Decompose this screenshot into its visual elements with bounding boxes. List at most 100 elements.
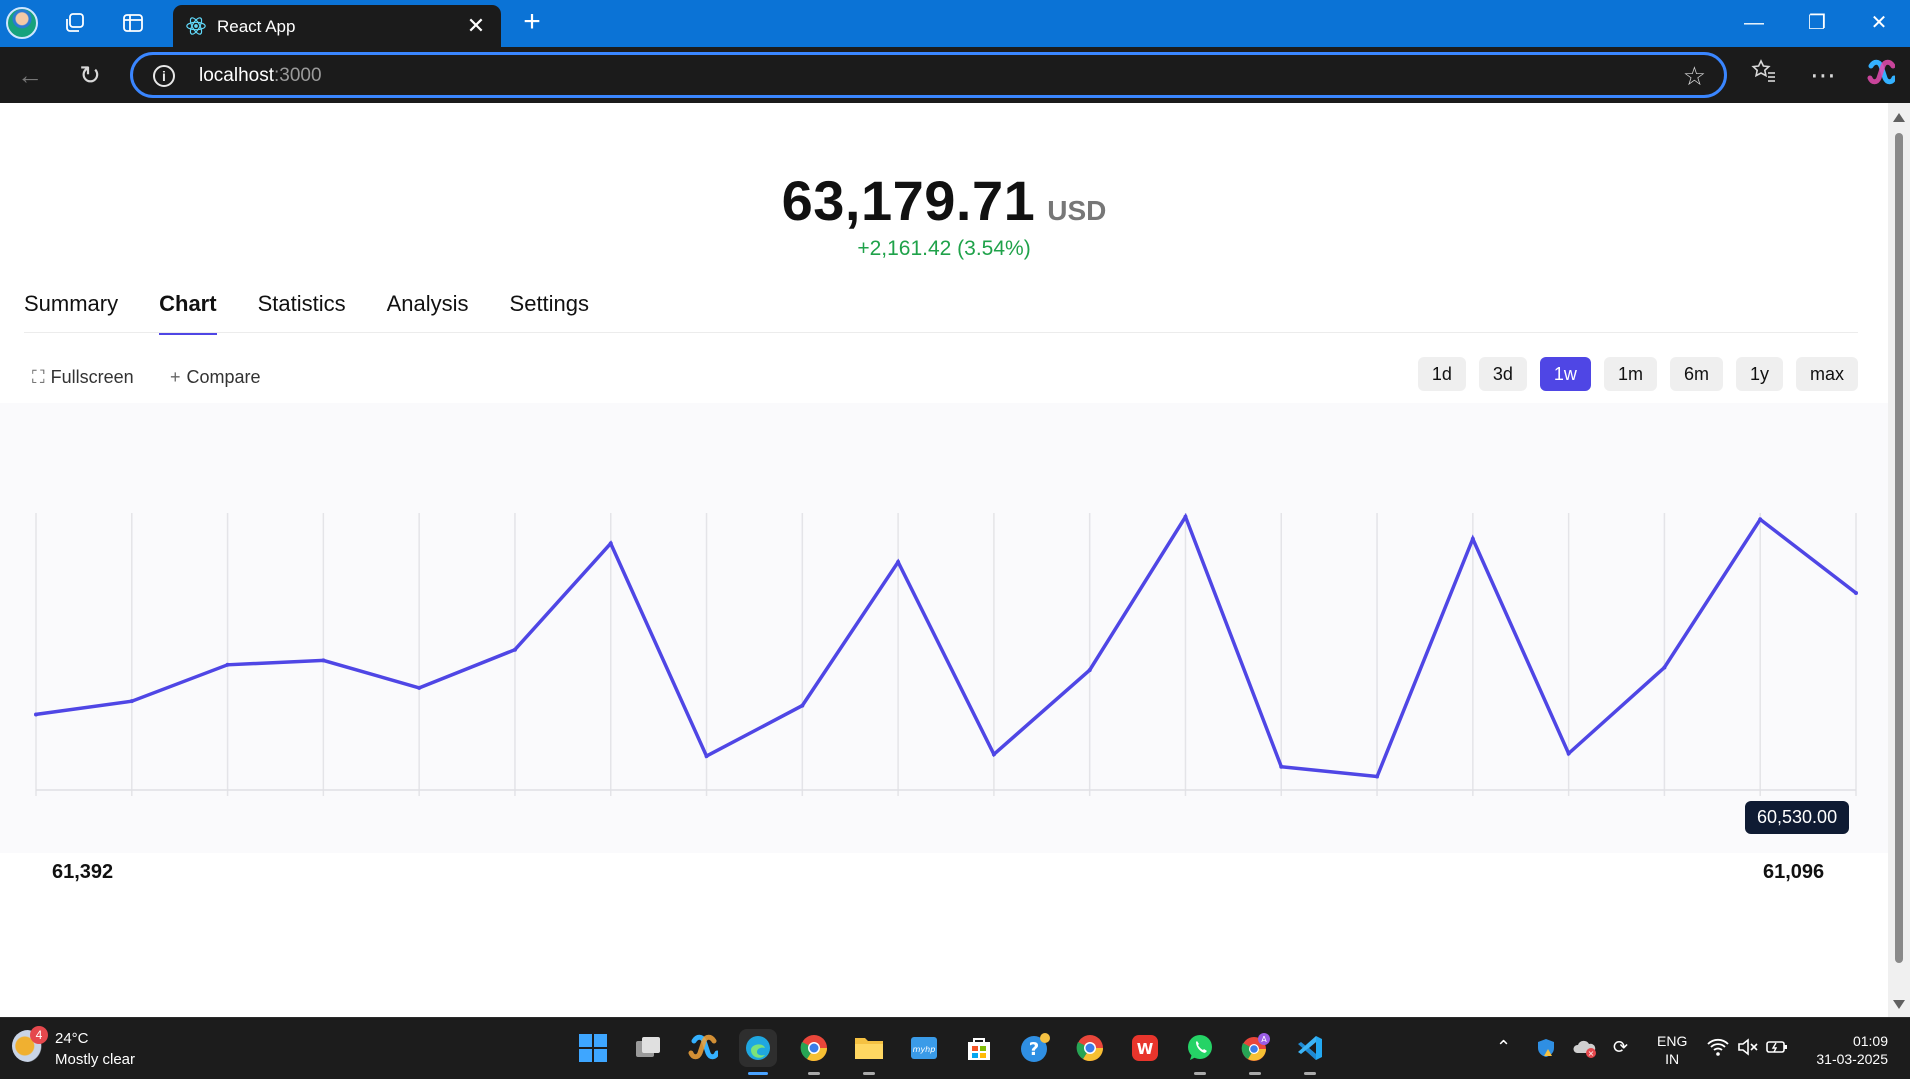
- data-point: [1566, 751, 1571, 756]
- svg-text:A: A: [1261, 1035, 1267, 1044]
- browser-tab-active[interactable]: React App ✕: [173, 5, 501, 47]
- refresh-icon[interactable]: ↻: [79, 60, 101, 90]
- profile-avatar[interactable]: [6, 7, 38, 39]
- workspaces-icon[interactable]: [60, 8, 90, 38]
- copilot-app-icon[interactable]: [684, 1029, 722, 1067]
- minimize-icon[interactable]: —: [1744, 12, 1764, 34]
- battery-icon[interactable]: [1765, 1037, 1789, 1062]
- page-scrollbar[interactable]: [1888, 103, 1910, 1017]
- data-point: [1183, 514, 1188, 519]
- taskbar: 4 24°C Mostly clear myhp ? W A: [0, 1017, 1910, 1079]
- price-value: 63,179.71: [781, 169, 1036, 232]
- vertical-tabs-icon[interactable]: [118, 8, 148, 38]
- data-point: [704, 754, 709, 759]
- range-max[interactable]: max: [1795, 357, 1858, 391]
- edge-icon[interactable]: [739, 1029, 777, 1075]
- scroll-thumb[interactable]: [1895, 133, 1903, 963]
- favorite-star-icon[interactable]: ☆: [1682, 61, 1706, 91]
- volume-muted-icon[interactable]: [1737, 1037, 1759, 1062]
- price-change: +2,161.42 (3.54%): [857, 237, 1031, 260]
- sync-icon[interactable]: ⟳: [1613, 1037, 1629, 1057]
- security-icon[interactable]: [1535, 1037, 1557, 1064]
- tab-chart[interactable]: Chart: [159, 289, 217, 335]
- address-bar[interactable]: i localhost:3000 ☆: [130, 52, 1727, 98]
- currency-label: USD: [1047, 195, 1107, 226]
- data-point: [608, 541, 613, 546]
- weather-temperature[interactable]: 24°C: [55, 1030, 89, 1047]
- new-tab-button[interactable]: +: [523, 5, 541, 38]
- svg-text:×: ×: [1588, 1049, 1595, 1058]
- weather-badge: 4: [30, 1026, 48, 1044]
- more-options-icon[interactable]: ⋯: [1810, 60, 1836, 90]
- compare-label: Compare: [186, 367, 261, 387]
- url-text[interactable]: localhost:3000: [199, 65, 322, 86]
- system-clock[interactable]: 01:09 31-03-2025: [1816, 1033, 1888, 1067]
- copilot-icon[interactable]: [1862, 58, 1898, 92]
- help-icon[interactable]: ?: [1016, 1029, 1054, 1067]
- scroll-down-icon[interactable]: [1893, 1000, 1905, 1009]
- site-info-icon[interactable]: i: [153, 65, 175, 87]
- range-1m[interactable]: 1m: [1603, 357, 1657, 391]
- whatsapp-icon[interactable]: [1181, 1029, 1219, 1075]
- range-6m[interactable]: 6m: [1669, 357, 1723, 391]
- data-point: [129, 699, 134, 704]
- language-indicator[interactable]: ENG IN: [1657, 1033, 1688, 1067]
- favorites-icon[interactable]: [1746, 58, 1782, 92]
- tab-settings[interactable]: Settings: [509, 291, 590, 316]
- fullscreen-icon: ⛶: [32, 367, 45, 387]
- restore-icon[interactable]: ❐: [1808, 12, 1826, 34]
- start-icon[interactable]: [574, 1029, 612, 1067]
- tab-statistics[interactable]: Statistics: [257, 291, 346, 316]
- data-point: [321, 658, 326, 663]
- main-tabs: Summary Chart Statistics Analysis Settin…: [24, 289, 630, 337]
- data-point: [1470, 536, 1475, 541]
- task-view-icon[interactable]: [629, 1029, 667, 1067]
- react-icon: [186, 17, 206, 35]
- range-selector: 1d 3d 1w 1m 6m 1y max: [1417, 357, 1858, 391]
- onedrive-icon[interactable]: ×: [1573, 1037, 1597, 1064]
- tab-analysis[interactable]: Analysis: [386, 291, 469, 316]
- data-point: [1854, 591, 1858, 596]
- data-point: [417, 685, 422, 690]
- vscode-icon[interactable]: [1291, 1029, 1329, 1075]
- myhp-icon[interactable]: myhp: [905, 1029, 943, 1067]
- wps-icon[interactable]: W: [1126, 1029, 1164, 1067]
- tab-summary[interactable]: Summary: [24, 291, 119, 316]
- file-explorer-icon[interactable]: [850, 1029, 888, 1075]
- chrome-icon-2[interactable]: [1071, 1029, 1109, 1067]
- chart-end-label: 61,096: [1763, 861, 1825, 883]
- tray-overflow-icon[interactable]: ⌃: [1496, 1037, 1512, 1057]
- svg-text:myhp: myhp: [913, 1045, 936, 1054]
- compare-button[interactable]: + Compare: [170, 367, 261, 388]
- chart-background: [0, 403, 1888, 853]
- data-point: [991, 752, 996, 757]
- tab-title: React App: [217, 17, 296, 36]
- range-3d[interactable]: 3d: [1478, 357, 1527, 391]
- range-1w[interactable]: 1w: [1539, 357, 1591, 391]
- data-point: [1375, 774, 1380, 779]
- scroll-up-icon[interactable]: [1893, 113, 1905, 122]
- data-point: [1662, 665, 1667, 670]
- chrome-profile-icon[interactable]: A: [1236, 1029, 1274, 1075]
- plus-icon: +: [170, 367, 181, 387]
- store-icon[interactable]: [960, 1029, 998, 1067]
- range-1d[interactable]: 1d: [1417, 357, 1466, 391]
- data-point: [512, 647, 517, 652]
- wifi-icon[interactable]: [1707, 1037, 1729, 1062]
- close-tab-icon[interactable]: ✕: [466, 13, 486, 38]
- close-window-icon[interactable]: ✕: [1870, 12, 1888, 34]
- fullscreen-label: Fullscreen: [50, 367, 134, 387]
- data-point: [1087, 668, 1092, 673]
- back-icon[interactable]: ←: [17, 60, 43, 90]
- chrome-icon[interactable]: [795, 1029, 833, 1075]
- data-point: [225, 662, 230, 667]
- fullscreen-button[interactable]: ⛶ Fullscreen: [32, 367, 134, 388]
- data-point: [1279, 764, 1284, 769]
- price-chart[interactable]: [0, 403, 1888, 853]
- page-content: 63,179.71 USD +2,161.42 (3.54%) Summary C…: [0, 103, 1888, 1017]
- weather-description[interactable]: Mostly clear: [55, 1051, 136, 1068]
- browser-nav-bar: ← ↻ i localhost:3000 ☆ ⋯: [0, 47, 1910, 103]
- chart-start-label: 61,392: [52, 861, 114, 883]
- tabs-divider: [24, 332, 1858, 333]
- range-1y[interactable]: 1y: [1735, 357, 1783, 391]
